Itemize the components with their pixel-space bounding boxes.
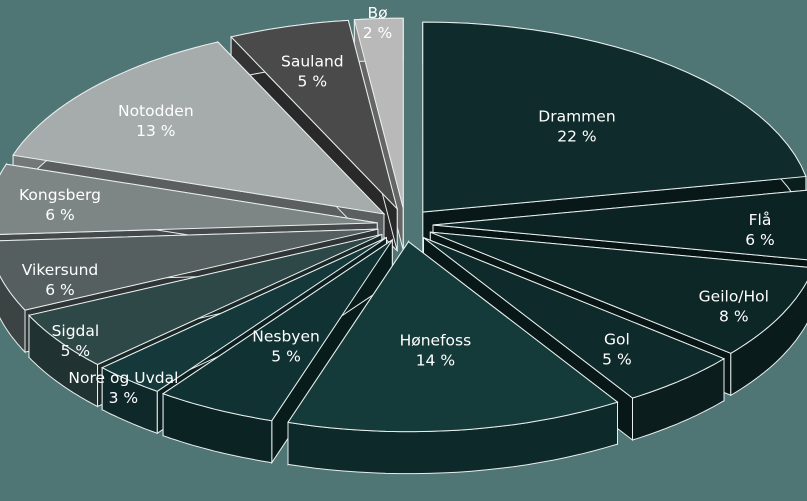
slice-label-value: 6 % — [45, 281, 75, 299]
pie-slice-top — [430, 231, 807, 354]
slice-label-name: Geilo/Hol — [699, 288, 769, 306]
pie-slice-top — [161, 239, 393, 422]
slice-label-value: 22 % — [557, 127, 596, 145]
slice-label-value: 5 % — [298, 73, 328, 91]
pie-slice-h-nefoss — [287, 240, 619, 475]
pie-slices — [0, 17, 807, 475]
pie-slice-nesbyen — [161, 238, 393, 465]
slice-label-value: 5 % — [271, 348, 301, 366]
pie-slice-top — [287, 240, 619, 433]
pie-labels: Drammen 22 % Flå 6 % Geilo/Hol 8 % Gol 5 % Hønef… — [19, 4, 775, 407]
slice-label-value: 6 % — [745, 231, 775, 249]
pie-slice-top — [12, 41, 386, 215]
slice-label-value: 8 % — [719, 308, 749, 326]
slice-label-value: 6 % — [45, 206, 75, 224]
slice-label-value: 5 % — [602, 350, 632, 368]
slice-label-name: Vikersund — [22, 261, 98, 279]
pie-slice-top — [28, 233, 383, 366]
pie-slice-top — [423, 237, 726, 399]
pie-slice-top — [432, 189, 807, 261]
slice-label-name: Bø — [367, 4, 387, 22]
slice-label-name: Flå — [749, 211, 772, 229]
slice-label-name: Drammen — [538, 107, 615, 125]
slice-label-name: Sigdal — [52, 322, 100, 340]
slice-label-value: 2 % — [363, 24, 393, 42]
slice-label-name: Sauland — [281, 53, 344, 71]
pie-slice-top — [0, 228, 378, 311]
slice-label-value: 5 % — [61, 342, 91, 360]
slice-label-value: 14 % — [416, 351, 455, 369]
slice-label-name: Notodden — [118, 102, 194, 120]
slice-label-name: Nore og Uvdal — [68, 369, 178, 387]
slice-label-value: 3 % — [109, 389, 139, 407]
slice-label-name: Hønefoss — [400, 331, 472, 349]
pie-slice-top — [230, 19, 399, 211]
pie-slice-top — [101, 237, 387, 392]
slice-label-name: Gol — [604, 330, 630, 348]
slice-label-value: 13 % — [136, 122, 175, 140]
pie-slice-top — [422, 21, 807, 213]
pie-slice-top — [353, 17, 404, 209]
slice-label-name: Nesbyen — [252, 328, 320, 346]
slice-label-name: Kongsberg — [19, 186, 101, 204]
pie-slice-top — [0, 163, 378, 235]
